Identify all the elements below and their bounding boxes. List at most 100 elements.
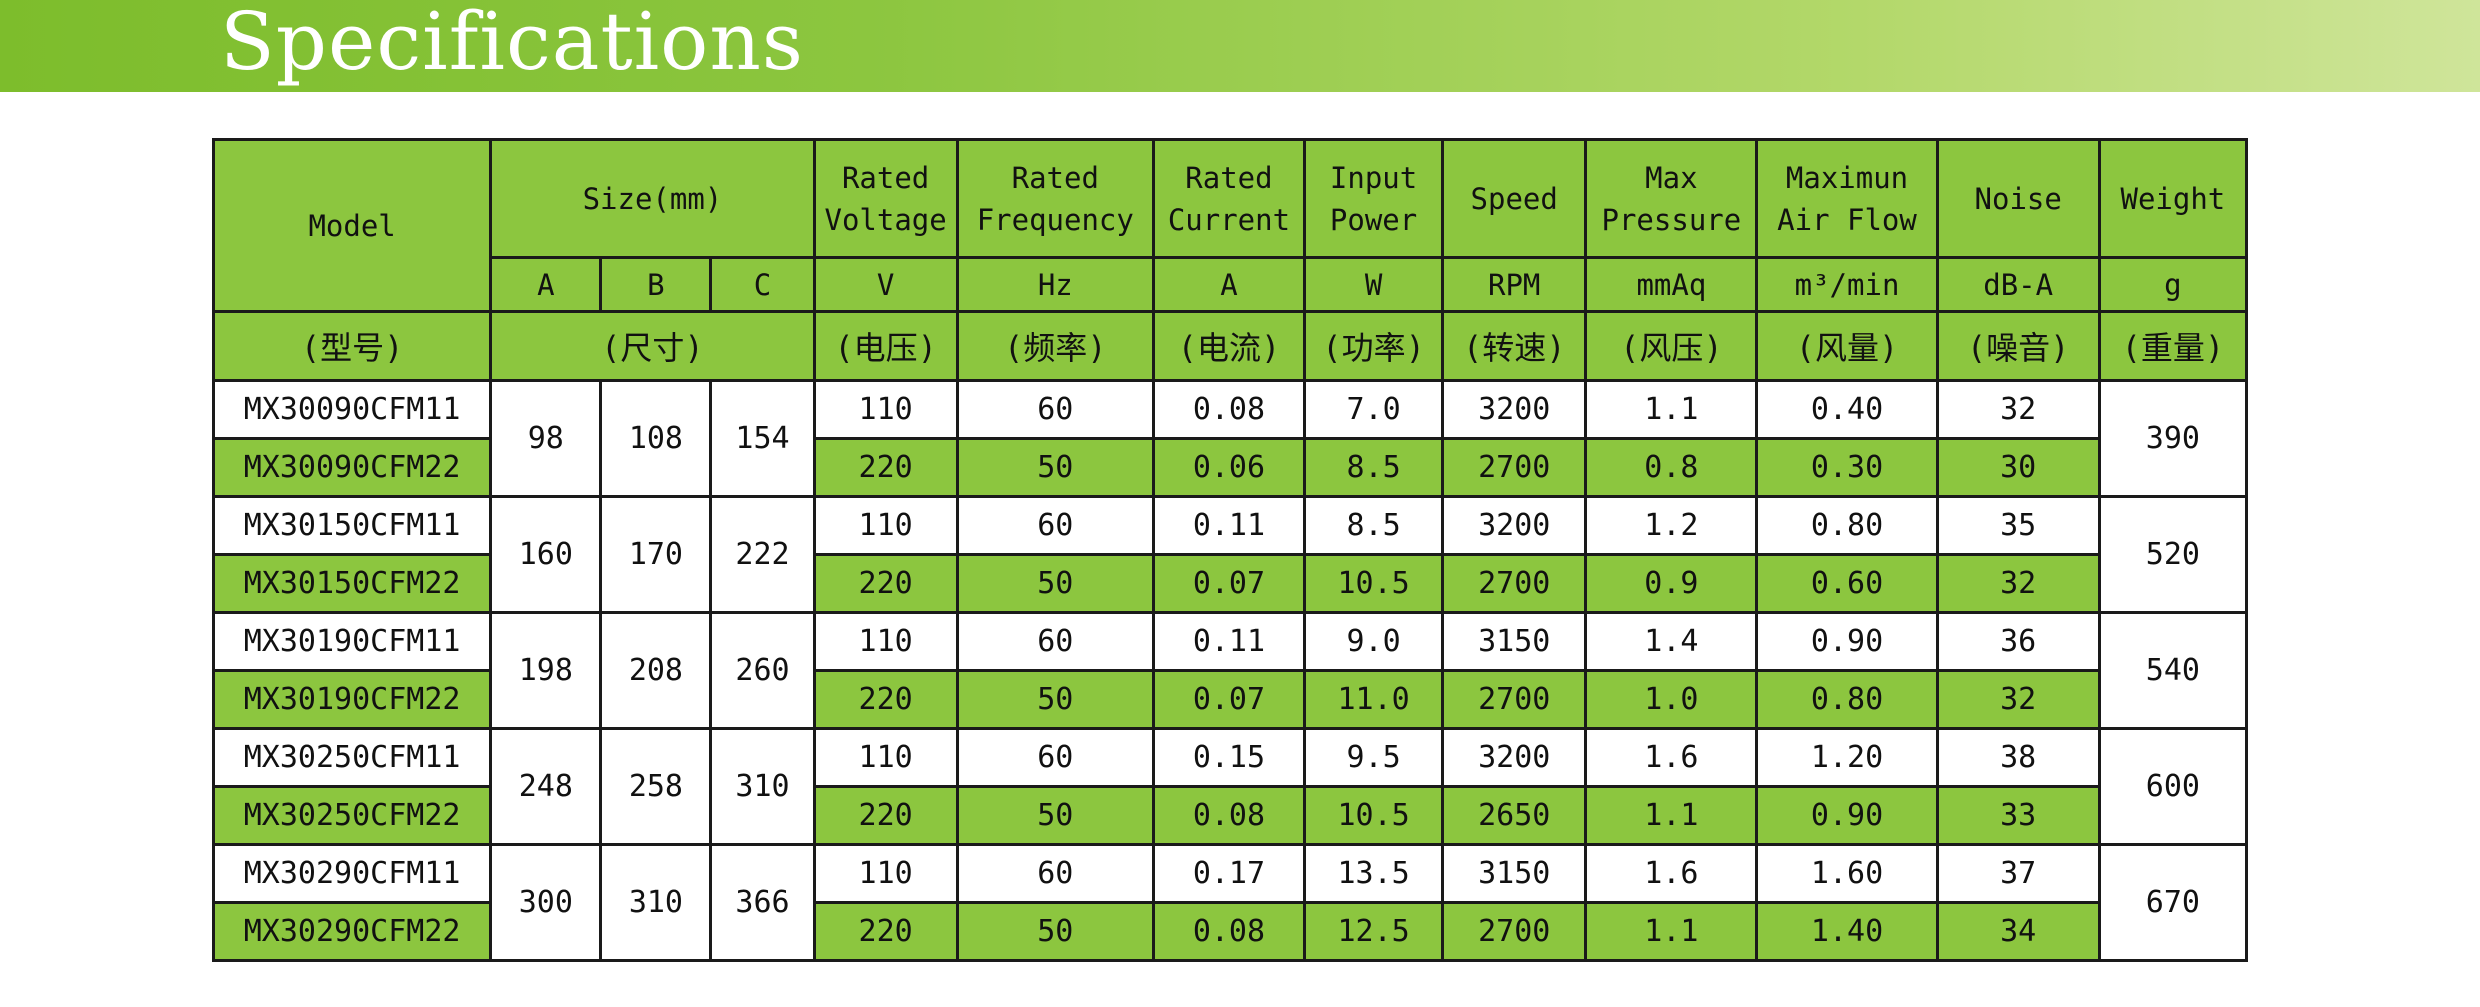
voltage-cell: 220 <box>812 437 959 498</box>
noise-cell: 32 <box>1935 379 2101 440</box>
header-weight: Weight <box>2097 138 2249 259</box>
cn-noise: (噪音) <box>1935 310 2101 382</box>
voltage-cell: 110 <box>812 611 959 672</box>
speed-cell: 2700 <box>1441 437 1588 498</box>
unit-weight: g <box>2097 256 2249 313</box>
model-cell: MX30090CFM22 <box>211 437 493 498</box>
size-b-cell: 108 <box>599 379 713 498</box>
header-airflow: Maximun Air Flow <box>1755 138 1939 259</box>
current-cell: 0.07 <box>1151 669 1307 730</box>
size-b-cell: 258 <box>599 727 713 846</box>
unit-airflow: m³/min <box>1755 256 1939 313</box>
pressure-cell: 0.9 <box>1584 553 1759 614</box>
voltage-cell: 220 <box>812 553 959 614</box>
speed-cell: 2700 <box>1441 901 1588 962</box>
cn-current: (电流) <box>1151 310 1307 382</box>
pressure-cell: 1.2 <box>1584 495 1759 556</box>
size-b-cell: 170 <box>599 495 713 614</box>
header-current: Rated Current <box>1151 138 1307 259</box>
airflow-cell: 0.40 <box>1755 379 1939 440</box>
cn-voltage: (电压) <box>812 310 959 382</box>
chinese-header-row: (型号) (尺寸) (电压) (频率) (电流) (功率) (转速) (风压) … <box>211 310 2249 382</box>
frequency-cell: 50 <box>955 669 1155 730</box>
page-title: Specifications <box>220 0 804 88</box>
size-a-cell: 198 <box>489 611 603 730</box>
noise-cell: 32 <box>1935 669 2101 730</box>
power-cell: 12.5 <box>1303 901 1445 962</box>
voltage-cell: 220 <box>812 785 959 846</box>
airflow-cell: 1.60 <box>1755 843 1939 904</box>
size-a-cell: 98 <box>489 379 603 498</box>
frequency-cell: 60 <box>955 611 1155 672</box>
speed-cell: 3150 <box>1441 843 1588 904</box>
cn-power: (功率) <box>1303 310 1445 382</box>
voltage-cell: 110 <box>812 379 959 440</box>
pressure-cell: 0.8 <box>1584 437 1759 498</box>
model-cell: MX30150CFM11 <box>211 495 493 556</box>
speed-cell: 2650 <box>1441 785 1588 846</box>
noise-cell: 30 <box>1935 437 2101 498</box>
table-row: MX30150CFM11 160 170 222 110 60 0.11 8.5 3200 1.2… <box>211 495 2249 614</box>
power-cell: 9.5 <box>1303 727 1445 788</box>
weight-cell: 390 <box>2097 379 2249 498</box>
weight-cell: 520 <box>2097 495 2249 614</box>
noise-cell: 35 <box>1935 495 2101 556</box>
size-a-cell: 248 <box>489 727 603 846</box>
model-cell: MX30250CFM22 <box>211 785 493 846</box>
airflow-cell: 0.80 <box>1755 495 1939 556</box>
cn-speed: (转速) <box>1441 310 1588 382</box>
cn-airflow: (风量) <box>1755 310 1939 382</box>
header-model: Model <box>211 138 493 313</box>
current-cell: 0.06 <box>1151 437 1307 498</box>
frequency-cell: 60 <box>955 379 1155 440</box>
current-cell: 0.15 <box>1151 727 1307 788</box>
table-row: MX30090CFM22 220 50 0.06 8.5 2700 0.8 0.30 30 <box>211 437 2247 498</box>
speed-cell: 2700 <box>1441 553 1588 614</box>
size-b-cell: 310 <box>599 843 713 962</box>
cn-size: (尺寸) <box>489 310 816 382</box>
speed-cell: 2700 <box>1441 669 1588 730</box>
voltage-cell: 220 <box>812 901 959 962</box>
power-cell: 11.0 <box>1303 669 1445 730</box>
header-frequency: Rated Frequency <box>955 138 1155 259</box>
table-row: MX30090CFM11 98 108 154 110 60 0.08 7.0 3200 1.1 0… <box>211 379 2249 498</box>
airflow-cell: 0.80 <box>1755 669 1939 730</box>
cn-pressure: (风压) <box>1584 310 1759 382</box>
unit-current: A <box>1151 256 1307 313</box>
size-b-cell: 208 <box>599 611 713 730</box>
unit-c: C <box>709 256 816 313</box>
unit-pressure: mmAq <box>1584 256 1759 313</box>
pressure-cell: 1.1 <box>1584 379 1759 440</box>
frequency-cell: 60 <box>955 495 1155 556</box>
pressure-cell: 1.4 <box>1584 611 1759 672</box>
model-cell: MX30290CFM22 <box>211 901 493 962</box>
airflow-cell: 0.90 <box>1755 785 1939 846</box>
weight-cell: 540 <box>2097 611 2249 730</box>
current-cell: 0.11 <box>1151 495 1307 556</box>
weight-cell: 600 <box>2097 727 2249 846</box>
table-row: MX30190CFM22 220 50 0.07 11.0 2700 1.0 0.80 32 <box>211 669 2247 730</box>
power-cell: 8.5 <box>1303 437 1445 498</box>
model-cell: MX30190CFM22 <box>211 669 493 730</box>
noise-cell: 38 <box>1935 727 2101 788</box>
current-cell: 0.11 <box>1151 611 1307 672</box>
unit-frequency: Hz <box>955 256 1155 313</box>
frequency-cell: 60 <box>955 843 1155 904</box>
model-cell: MX30290CFM11 <box>211 843 493 904</box>
table-row: MX30290CFM11 300 310 366 110 60 0.17 13.5 3150 1.… <box>211 843 2249 962</box>
cn-frequency: (频率) <box>955 310 1155 382</box>
pressure-cell: 1.0 <box>1584 669 1759 730</box>
frequency-cell: 50 <box>955 553 1155 614</box>
voltage-cell: 110 <box>812 843 959 904</box>
model-cell: MX30150CFM22 <box>211 553 493 614</box>
power-cell: 10.5 <box>1303 785 1445 846</box>
noise-cell: 32 <box>1935 553 2101 614</box>
header-power: Input Power <box>1303 138 1445 259</box>
units-row: A B C V Hz A W RPM mmAq m³/min dB-A g <box>214 256 2249 313</box>
header-speed: Speed <box>1441 138 1588 259</box>
weight-cell: 670 <box>2097 843 2249 962</box>
speed-cell: 3200 <box>1441 727 1588 788</box>
speed-cell: 3150 <box>1441 611 1588 672</box>
header-row: Model Size(mm) Rated Voltage Rated Frequ… <box>211 138 2249 313</box>
size-c-cell: 366 <box>709 843 816 962</box>
